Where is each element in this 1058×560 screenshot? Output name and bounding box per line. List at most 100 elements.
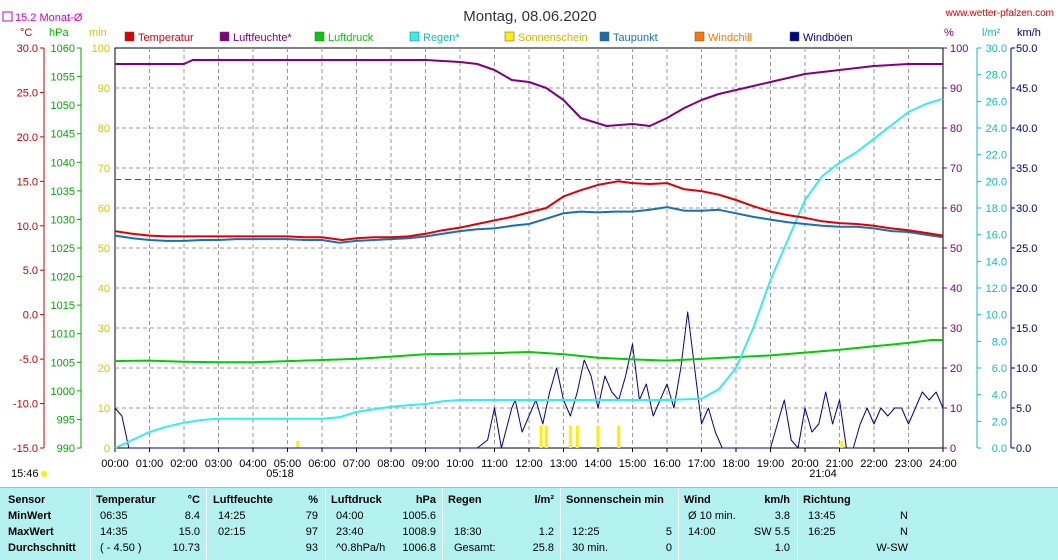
- time-tick-label: 11:00: [481, 458, 508, 470]
- time-tick-label: 04:00: [239, 458, 267, 470]
- wind-tick-label: 15.0: [1016, 323, 1037, 335]
- rain-tick-label: 0.0: [992, 443, 1007, 455]
- humidity-tick-label: 10: [950, 403, 962, 415]
- sun-tick-label: 30: [98, 323, 110, 335]
- temp-tick-label: 30.0: [17, 43, 38, 55]
- wind-tick-label: 40.0: [1016, 123, 1037, 135]
- rain-tick-label: 30.0: [986, 43, 1007, 55]
- pressure-tick-label: 1025: [51, 243, 75, 255]
- header-humidity-unit: %: [308, 494, 318, 506]
- stat-cell-label: MinWert: [8, 510, 52, 522]
- header-rain: Regen: [448, 494, 482, 506]
- time-tick-label: 02:00: [170, 458, 198, 470]
- humidity-tick-label: 50: [950, 243, 962, 255]
- column-divider: [325, 488, 326, 560]
- time-tick-label: 03:00: [205, 458, 233, 470]
- rain-tick-label: 22.0: [986, 150, 1007, 162]
- pressure-tick-label: 1040: [51, 157, 75, 169]
- pressure-tick-label: 1000: [51, 386, 75, 398]
- pressure-tick-label: 990: [57, 443, 75, 455]
- statistics-panel: Sensor Temperatur °C Luftfeuchte % Luftd…: [0, 487, 1058, 560]
- stat-cell-d-val: N: [900, 510, 908, 522]
- stat-cell-s-val: 5: [665, 526, 672, 538]
- wind-tick-label: 10.0: [1016, 363, 1037, 375]
- pressure-tick-label: 995: [57, 414, 75, 426]
- chart-title: Montag, 08.06.2020: [463, 8, 596, 25]
- stat-cell-t-time: ( - 4.50 ): [100, 542, 142, 554]
- legend-label: Regen*: [423, 32, 460, 44]
- sunshine-bar: [575, 425, 579, 448]
- humidity-tick-label: 20: [950, 363, 962, 375]
- humidity-tick-label: 90: [950, 83, 962, 95]
- weather-chart: Montag, 08.06.2020 www.wetter-pfalzen.co…: [2, 8, 1054, 480]
- sun-tick-label: 50: [98, 243, 110, 255]
- time-tick-label: 14:00: [584, 458, 612, 470]
- temp-tick-label: 15.0: [17, 176, 38, 188]
- dewpoint-line: [114, 206, 944, 244]
- legend-swatch: [124, 31, 135, 42]
- sun-unit-label: min: [89, 27, 107, 39]
- legend-swatch: [789, 31, 800, 42]
- humidity-tick-label: 60: [950, 203, 962, 215]
- stat-cell-t-val: 10.73: [172, 542, 200, 554]
- column-divider: [797, 488, 798, 560]
- wind-tick-label: 35.0: [1016, 163, 1037, 175]
- temp-tick-label: -5.0: [19, 354, 38, 366]
- sunrise-label: 05:18: [266, 468, 294, 480]
- stat-cell-t-time: 14:35: [100, 526, 128, 538]
- header-temperature-unit: °C: [187, 494, 200, 506]
- stat-cell-r-time: 18:30: [454, 526, 482, 538]
- humidity-tick-label: 70: [950, 163, 962, 175]
- stat-cell-p-time: 04:00: [336, 510, 364, 522]
- sun-tick-label: 90: [98, 83, 110, 95]
- pressure-tick-label: 1055: [51, 72, 75, 84]
- pressure-tick-label: 1030: [51, 214, 75, 226]
- header-sunshine: Sonnenschein min: [566, 494, 664, 506]
- monthly-avg-marker-icon: [2, 11, 13, 22]
- humidity-tick-label: 0: [950, 443, 956, 455]
- time-tick-label: 21:00: [826, 458, 854, 470]
- plot-area: [114, 59, 944, 449]
- stat-cell-h-val: 79: [305, 510, 318, 522]
- legend: Temperatur Luftfeuchte* Luftdruck Regen* Son…: [124, 31, 853, 44]
- column-divider: [560, 488, 561, 560]
- header-direction: Richtung: [803, 494, 851, 506]
- pressure-tick-label: 1045: [51, 129, 75, 141]
- stat-cell-label: MaxWert: [8, 526, 54, 538]
- wind-unit-label: km/h: [1017, 27, 1041, 39]
- time-tick-label: 24:00: [929, 458, 957, 470]
- pressure-tick-label: 1050: [51, 100, 75, 112]
- time-tick-label: 07:00: [343, 458, 371, 470]
- gusts-line: [114, 311, 944, 449]
- time-tick-label: 17:00: [688, 458, 716, 470]
- time-tick-label: 13:00: [550, 458, 578, 470]
- rain-tick-label: 8.0: [992, 336, 1007, 348]
- legend-swatch: [694, 31, 705, 42]
- wind-tick-label: 45.0: [1016, 83, 1037, 95]
- rain-tick-label: 20.0: [986, 176, 1007, 188]
- stat-cell-w-val: 3.8: [774, 510, 790, 522]
- header-wind-unit: km/h: [764, 494, 790, 506]
- stat-cell-s-val: 0: [665, 542, 672, 554]
- column-divider: [90, 488, 91, 560]
- temperature-line: [114, 180, 944, 241]
- rain-tick-label: 16.0: [986, 230, 1007, 242]
- rain-tick-label: 12.0: [986, 283, 1007, 295]
- temp-tick-label: 20.0: [17, 132, 38, 144]
- legend-swatch: [314, 31, 325, 42]
- sunrise-marker: [296, 441, 300, 448]
- legend-swatch: [504, 31, 515, 42]
- legend-label: Windchill: [708, 32, 752, 44]
- axis-ticks: 30.0 25.0 20.0 15.0 10.0 5.0 0.0 -5.0 -10.0 -15.0…: [13, 43, 1038, 470]
- column-divider: [442, 488, 443, 560]
- sun-tick-label: 60: [98, 203, 110, 215]
- rain-tick-label: 28.0: [986, 70, 1007, 82]
- rain-unit-label: l/m²: [982, 27, 1001, 39]
- sunshine-bar: [544, 425, 548, 448]
- sunset-label: 21:04: [809, 468, 837, 480]
- legend-label: Luftdruck: [328, 32, 374, 44]
- site-link[interactable]: www.wetter-pfalzen.com: [945, 8, 1054, 19]
- sun-tick-label: 10: [98, 403, 110, 415]
- time-tick-label: 18:00: [722, 458, 750, 470]
- time-tick-label: 22:00: [860, 458, 888, 470]
